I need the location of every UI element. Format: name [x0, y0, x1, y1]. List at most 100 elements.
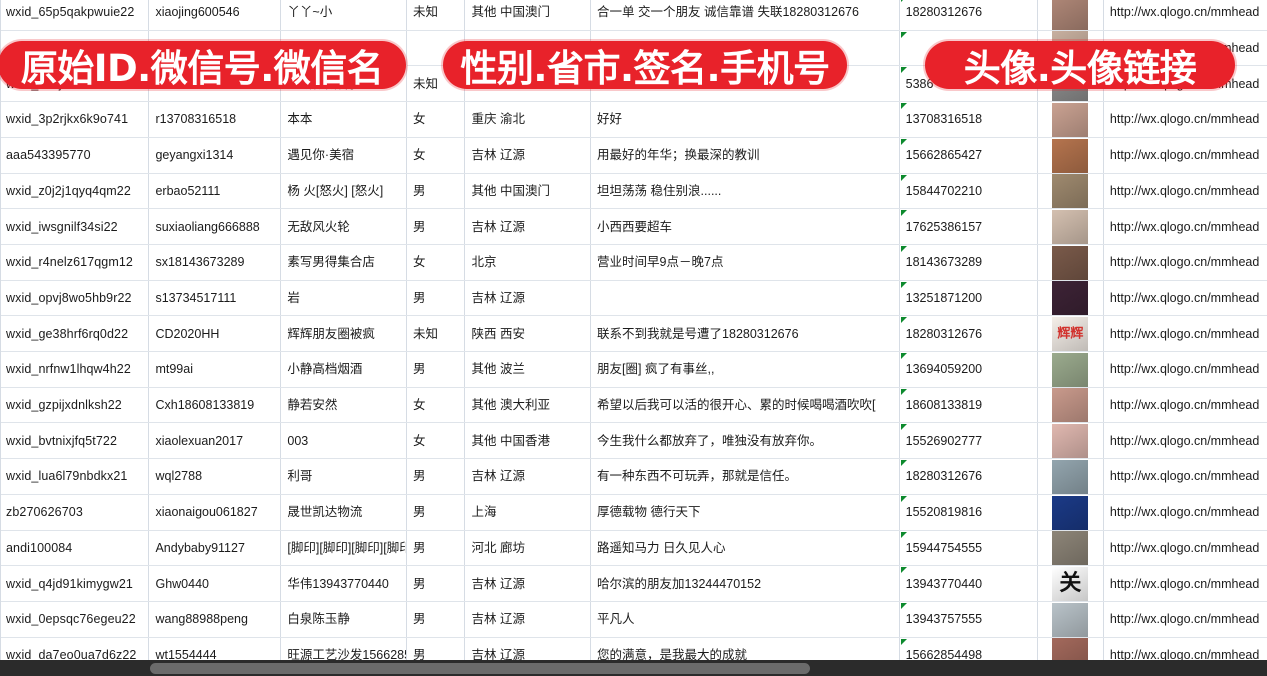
cell-wechat-name[interactable]: 丫丫~小	[280, 0, 407, 31]
cell-region[interactable]: 吉林 辽源	[464, 565, 592, 602]
cell-wechat-name[interactable]: 无敌风火轮	[280, 208, 407, 245]
cell-avatar[interactable]	[1037, 458, 1104, 495]
cell-region[interactable]: 河北 廊坊	[464, 530, 592, 567]
cell-wechat-name[interactable]: 静若安然	[280, 387, 407, 424]
cell-region[interactable]: 吉林 辽源	[464, 601, 592, 638]
cell-wechat-name[interactable]: 利哥	[280, 458, 407, 495]
table-row[interactable]: wxid_r4nelz617qgm12 sx18143673289 素写男得集合店女…	[0, 244, 1267, 281]
cell-avatar-url[interactable]: http://wx.qlogo.cn/mmhead	[1103, 0, 1267, 31]
cell-wechat-name[interactable]: 本本	[280, 101, 407, 138]
cell-signature[interactable]: 今生我什么都放弃了，唯独没有放弃你。	[590, 422, 900, 460]
cell-avatar[interactable]	[1037, 494, 1104, 531]
cell-signature[interactable]: 营业时间早9点－晚7点	[590, 244, 900, 281]
cell-avatar-url[interactable]: http://wx.qlogo.cn/mmhead	[1103, 351, 1267, 388]
cell-gender[interactable]: 女	[406, 422, 466, 460]
cell-signature[interactable]: 希望以后我可以活的很开心、累的时候喝喝酒吹吹[	[590, 387, 900, 424]
table-row[interactable]: wxid_z0j2j1qyq4qm22 erbao52111 杨 火[怒火] [怒火…	[0, 173, 1267, 210]
cell-gender[interactable]: 男	[406, 173, 466, 210]
cell-signature[interactable]: 用最好的年华；换最深的教训	[590, 137, 900, 174]
cell-region[interactable]: 重庆 渝北	[464, 101, 592, 138]
table-row[interactable]: wxid_0epsqc76egeu22 wang88988peng 白泉陈玉静男吉林…	[0, 601, 1267, 638]
table-row[interactable]: aaa543395770 geyangxi1314 遇见你·美宿女吉林 辽源 用最好的…	[0, 137, 1267, 174]
cell-signature[interactable]: 厚德载物 德行天下	[590, 494, 900, 531]
cell-avatar[interactable]	[1037, 244, 1104, 281]
cell-avatar-url[interactable]: http://wx.qlogo.cn/mmhead	[1103, 422, 1267, 460]
cell-origin-id[interactable]: wxid_bvtnixjfq5t722	[0, 422, 150, 460]
cell-wechat-id[interactable]: Andybaby91127	[148, 530, 282, 567]
cell-avatar-url[interactable]: http://wx.qlogo.cn/mmhead	[1103, 494, 1267, 531]
cell-region[interactable]: 吉林 辽源	[464, 458, 592, 495]
cell-gender[interactable]: 男	[406, 280, 466, 317]
cell-avatar-url[interactable]: http://wx.qlogo.cn/mmhead	[1103, 458, 1267, 495]
cell-phone[interactable]: 13251871200	[899, 280, 1038, 317]
cell-avatar-url[interactable]: http://wx.qlogo.cn/mmhead	[1103, 137, 1267, 174]
cell-wechat-name[interactable]: 杨 火[怒火] [怒火]	[280, 173, 407, 210]
cell-origin-id[interactable]: wxid_0epsqc76egeu22	[0, 601, 150, 638]
cell-avatar-url[interactable]: http://wx.qlogo.cn/mmhead	[1103, 280, 1267, 317]
cell-region[interactable]: 吉林 辽源	[464, 208, 592, 245]
cell-region[interactable]: 吉林 辽源	[464, 280, 592, 317]
cell-wechat-id[interactable]: geyangxi1314	[148, 137, 282, 174]
cell-avatar[interactable]	[1037, 208, 1104, 245]
cell-avatar-url[interactable]: http://wx.qlogo.cn/mmhead	[1103, 244, 1267, 281]
cell-wechat-id[interactable]: mt99ai	[148, 351, 282, 388]
cell-phone[interactable]: 15520819816	[899, 494, 1038, 531]
cell-wechat-id[interactable]: wang88988peng	[148, 601, 282, 638]
cell-signature[interactable]: 好好	[590, 101, 900, 138]
cell-region[interactable]: 上海	[464, 494, 592, 531]
cell-origin-id[interactable]: wxid_lua6l79nbdkx21	[0, 458, 150, 495]
cell-wechat-id[interactable]: CD2020HH	[148, 315, 282, 353]
cell-wechat-name[interactable]: 素写男得集合店	[280, 244, 407, 281]
cell-wechat-name[interactable]: 晟世凯达物流	[280, 494, 407, 531]
cell-wechat-id[interactable]: suxiaoliang666888	[148, 208, 282, 245]
table-row[interactable]: andi100084 Andybaby91127 [脚印][脚印][脚印][脚印男河…	[0, 530, 1267, 567]
cell-signature[interactable]: 合一单 交一个朋友 诚信靠谱 失联18280312676	[590, 0, 900, 31]
cell-origin-id[interactable]: andi100084	[0, 530, 150, 567]
cell-phone[interactable]: 18143673289	[899, 244, 1038, 281]
cell-wechat-name[interactable]: [脚印][脚印][脚印][脚印	[280, 530, 407, 567]
cell-gender[interactable]: 女	[406, 387, 466, 424]
cell-origin-id[interactable]: aaa543395770	[0, 137, 150, 174]
cell-phone[interactable]: 13943757555	[899, 601, 1038, 638]
cell-wechat-name[interactable]: 003	[280, 422, 407, 460]
cell-signature[interactable]: 哈尔滨的朋友加13244470152	[590, 565, 900, 602]
cell-region[interactable]: 其他 澳大利亚	[464, 387, 592, 424]
table-row[interactable]: wxid_65p5qakpwuie22 xiaojing600546 丫丫~小 未知其…	[0, 0, 1267, 31]
cell-avatar[interactable]	[1037, 530, 1104, 567]
cell-avatar-url[interactable]: http://wx.qlogo.cn/mmhead	[1103, 315, 1267, 353]
cell-phone[interactable]: 18280312676	[899, 0, 1038, 31]
cell-origin-id[interactable]: zb270626703	[0, 494, 150, 531]
cell-phone[interactable]: 18280312676	[899, 315, 1038, 353]
cell-phone[interactable]: 15526902777	[899, 422, 1038, 460]
cell-wechat-name[interactable]: 小静高档烟酒	[280, 351, 407, 388]
cell-region[interactable]: 其他 波兰	[464, 351, 592, 388]
cell-gender[interactable]: 女	[406, 244, 466, 281]
cell-wechat-id[interactable]: Ghw0440	[148, 565, 282, 602]
table-row[interactable]: wxid_iwsgnilf34si22 suxiaoliang666888 无敌风火…	[0, 208, 1267, 245]
cell-gender[interactable]: 男	[406, 601, 466, 638]
cell-avatar[interactable]	[1037, 173, 1104, 210]
cell-gender[interactable]: 男	[406, 458, 466, 495]
table-row[interactable]: wxid_3p2rjkx6k9o741 r13708316518 本本女重庆 渝北好…	[0, 101, 1267, 138]
cell-origin-id[interactable]: wxid_3p2rjkx6k9o741	[0, 101, 150, 138]
cell-phone[interactable]: 18608133819	[899, 387, 1038, 424]
cell-signature[interactable]: 联系不到我就是号遭了18280312676	[590, 315, 900, 353]
cell-wechat-id[interactable]: sx18143673289	[148, 244, 282, 281]
cell-avatar[interactable]	[1037, 601, 1104, 638]
cell-wechat-id[interactable]: erbao52111	[148, 173, 282, 210]
cell-avatar[interactable]	[1037, 387, 1104, 424]
cell-wechat-id[interactable]: Cxh18608133819	[148, 387, 282, 424]
cell-wechat-id[interactable]: xiaonaigou061827	[148, 494, 282, 531]
table-row[interactable]: wxid_opvj8wo5hb9r22 s13734517111 岩男吉林 辽源 13…	[0, 280, 1267, 317]
cell-avatar-url[interactable]: http://wx.qlogo.cn/mmhead	[1103, 530, 1267, 567]
cell-phone[interactable]: 18280312676	[899, 458, 1038, 495]
cell-origin-id[interactable]: wxid_65p5qakpwuie22	[0, 0, 150, 31]
cell-origin-id[interactable]: wxid_iwsgnilf34si22	[0, 208, 150, 245]
cell-origin-id[interactable]: wxid_z0j2j1qyq4qm22	[0, 173, 150, 210]
cell-wechat-id[interactable]: r13708316518	[148, 101, 282, 138]
cell-gender[interactable]: 男	[406, 494, 466, 531]
cell-avatar[interactable]	[1037, 0, 1104, 31]
cell-avatar-url[interactable]: http://wx.qlogo.cn/mmhead	[1103, 173, 1267, 210]
